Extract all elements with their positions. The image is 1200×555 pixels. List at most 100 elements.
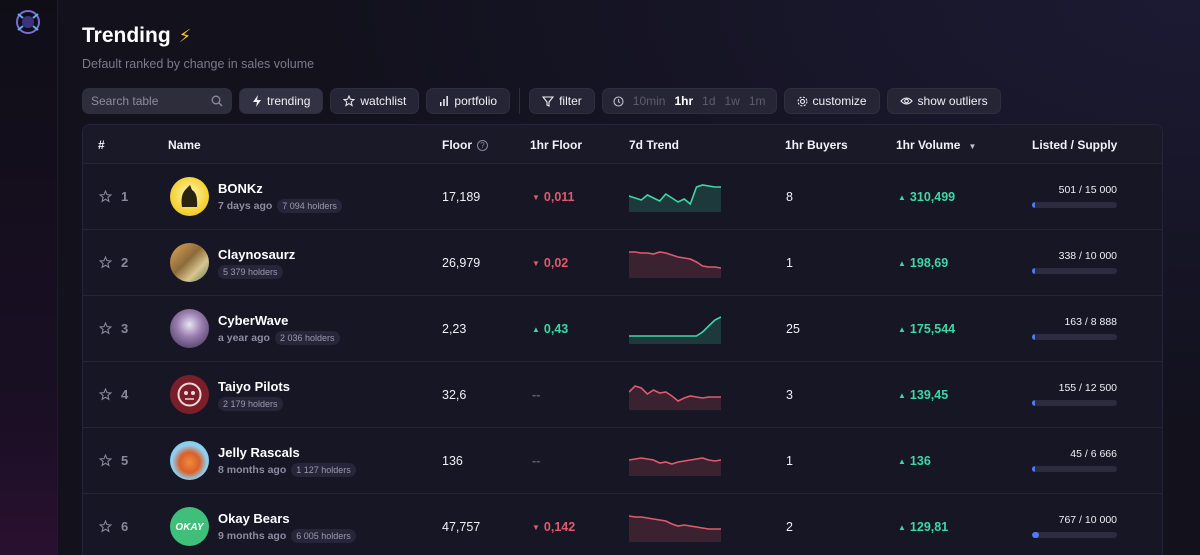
holders-badge: 7 094 holders	[277, 199, 342, 213]
star-icon[interactable]	[99, 520, 112, 533]
col-volume-label: 1hr Volume	[896, 138, 961, 152]
table-row[interactable]: 2 Claynosaurz 5 379 holders 26,979 ▼ 0,02…	[83, 230, 1162, 296]
listed-supply: 163 / 8 888	[1064, 316, 1117, 328]
up-arrow-icon: ▲	[898, 324, 906, 334]
listed-progress-fill	[1032, 334, 1036, 340]
star-icon[interactable]	[99, 322, 112, 335]
page-subtitle: Default ranked by change in sales volume	[82, 57, 315, 71]
collection-name[interactable]: Claynosaurz	[218, 247, 296, 262]
floor-change-value: 0,011	[543, 190, 575, 204]
time-option-1w[interactable]: 1w	[724, 94, 740, 108]
collection-name[interactable]: Jelly Rascals	[218, 445, 300, 460]
table-row[interactable]: 4 Taiyo Pilots 2 179 holders 32,6 -- 3 ▲…	[83, 362, 1162, 428]
collection-name[interactable]: CyberWave	[218, 313, 289, 328]
time-option-10min[interactable]: 10min	[632, 94, 666, 108]
sparkline-line	[629, 515, 721, 530]
floor-value: 32,6	[442, 388, 467, 402]
volume: ▲ 198,69	[898, 256, 948, 270]
svg-text:OKAY: OKAY	[175, 522, 204, 533]
lightning-icon: ⚡	[178, 25, 192, 46]
col-floor-change[interactable]: 1hr Floor	[530, 138, 583, 152]
col-floor[interactable]: Floor?	[442, 138, 488, 152]
skull-emblem-icon	[177, 382, 202, 407]
floor-change-value: --	[532, 454, 541, 468]
volume-value: 198,69	[909, 256, 949, 270]
buyers-value: 1	[786, 256, 793, 270]
floor-change: ▼ 0,02	[532, 256, 568, 270]
table-row[interactable]: 6 OKAY Okay Bears 9 months ago 6 005 hold…	[83, 494, 1162, 555]
holders-badge: 2 179 holders	[218, 397, 283, 411]
listed-progress-bar	[1032, 532, 1117, 538]
volume: ▲ 175,544	[898, 322, 955, 336]
clock-icon	[613, 95, 624, 107]
avatar[interactable]: OKAY	[170, 507, 209, 546]
up-arrow-icon: ▲	[898, 258, 906, 268]
portfolio-button[interactable]: portfolio	[426, 88, 511, 114]
sparkline-area	[629, 317, 721, 344]
avatar[interactable]	[170, 441, 209, 480]
collection-age: a year ago	[218, 332, 270, 344]
search-input[interactable]	[91, 94, 201, 108]
info-icon[interactable]: ?	[477, 140, 488, 151]
star-icon[interactable]	[99, 388, 112, 401]
collection-name[interactable]: Taiyo Pilots	[218, 379, 290, 394]
listed-progress-bar	[1032, 268, 1117, 274]
volume: ▲ 136	[898, 454, 931, 468]
listed-progress-bar	[1032, 466, 1117, 472]
collection-name[interactable]: BONKz	[218, 181, 263, 196]
bar-chart-icon	[440, 96, 449, 106]
col-listed-supply[interactable]: Listed / Supply	[1032, 138, 1118, 152]
avatar[interactable]	[170, 177, 209, 216]
listed-supply: 767 / 10 000	[1058, 514, 1117, 526]
up-arrow-icon: ▲	[532, 324, 540, 334]
avatar[interactable]	[170, 309, 209, 348]
col-name[interactable]: Name	[168, 138, 201, 152]
star-icon	[343, 95, 356, 107]
collection-name[interactable]: Okay Bears	[218, 511, 290, 526]
listed-supply: 338 / 10 000	[1058, 250, 1117, 262]
floor-value: 17,189	[442, 190, 481, 204]
volume-value: 139,45	[909, 388, 949, 402]
col-rank[interactable]: #	[98, 138, 105, 152]
listed-supply: 45 / 6 666	[1070, 448, 1117, 460]
col-7d-trend[interactable]: 7d Trend	[629, 138, 680, 152]
time-option-1hr[interactable]: 1hr	[674, 94, 694, 108]
time-option-1m[interactable]: 1m	[748, 94, 766, 108]
holders-badge: 5 379 holders	[218, 265, 283, 279]
show-outliers-button[interactable]: show outliers	[886, 88, 1001, 114]
avatar[interactable]	[170, 375, 209, 414]
filter-button[interactable]: filter	[529, 88, 595, 114]
customize-button[interactable]: customize	[783, 88, 880, 114]
watchlist-button[interactable]: watchlist	[330, 88, 420, 114]
holders-badge: 6 005 holders	[291, 529, 356, 543]
avatar[interactable]	[170, 243, 209, 282]
collection-meta: a year ago 2 036 holders	[218, 331, 340, 345]
search-box[interactable]	[82, 88, 232, 114]
up-arrow-icon: ▲	[898, 522, 906, 532]
col-volume[interactable]: 1hr Volume ▼	[896, 138, 976, 152]
star-icon[interactable]	[99, 190, 112, 203]
col-buyers[interactable]: 1hr Buyers	[785, 138, 848, 152]
listed-progress-fill	[1032, 202, 1036, 208]
buyers-value: 25	[786, 322, 800, 336]
down-arrow-icon: ▼	[532, 192, 540, 202]
time-option-1d[interactable]: 1d	[702, 94, 716, 108]
table-row[interactable]: 5 Jelly Rascals 8 months ago 1 127 holder…	[83, 428, 1162, 494]
floor-change: --	[532, 388, 540, 402]
floor-value: 26,979	[442, 256, 481, 270]
filter-label: filter	[559, 94, 582, 108]
floor-change-value: 0,142	[543, 520, 576, 534]
trend-sparkline	[629, 515, 721, 542]
table-row[interactable]: 1 BONKz 7 days ago 7 094 holders 17,189 ▼…	[83, 164, 1162, 230]
listed-progress-fill	[1032, 400, 1036, 406]
volume: ▲ 310,499	[898, 190, 955, 204]
time-range-selector: 10min 1hr 1d 1w 1m	[601, 88, 777, 114]
star-icon[interactable]	[99, 454, 112, 467]
table-row[interactable]: 3 CyberWave a year ago 2 036 holders 2,23…	[83, 296, 1162, 362]
star-icon[interactable]	[99, 256, 112, 269]
floor-change-value: 0,43	[543, 322, 569, 336]
trending-button[interactable]: trending	[239, 88, 324, 114]
trend-sparkline	[629, 385, 721, 410]
app-logo-icon[interactable]	[14, 8, 42, 36]
holders-badge: 1 127 holders	[291, 463, 356, 477]
